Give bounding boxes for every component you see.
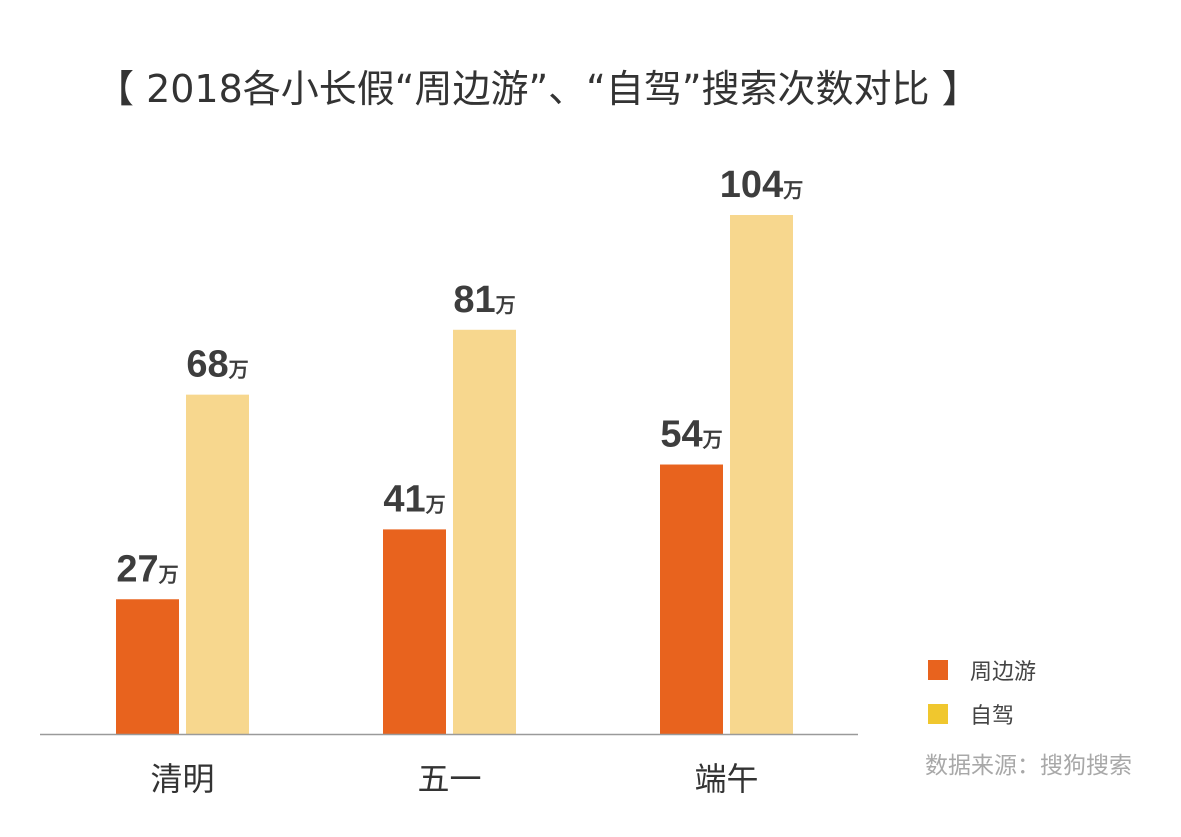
data-label-0-0: 27万 (116, 548, 178, 590)
data-label-1-0: 68万 (186, 344, 248, 386)
bar-0-1 (383, 529, 446, 734)
legend-item-zijia: 自驾 (928, 692, 1036, 736)
legend-label-zhoubianyou: 周边游 (970, 660, 1037, 685)
data-label-1-1: 81万 (453, 279, 515, 321)
legend-swatch-zhoubianyou (928, 660, 948, 680)
chart-legend: 周边游 自驾 (928, 648, 1036, 736)
data-label-1-2: 104万 (720, 164, 803, 206)
bar-1-2 (730, 215, 793, 734)
data-source-note: 数据来源：搜狗搜索 (925, 753, 1132, 779)
category-label-2: 端午 (694, 760, 758, 798)
category-label-1: 五一 (417, 760, 481, 798)
chart-title: 【 2018各小长假“周边游”、“自驾”搜索次数对比 】 (96, 67, 980, 111)
data-label-0-2: 54万 (660, 414, 722, 456)
legend-swatch-zijia (928, 704, 948, 724)
bar-1-0 (186, 394, 249, 734)
bar-0-0 (116, 599, 179, 734)
legend-item-zhoubianyou: 周边游 (928, 648, 1036, 692)
bar-1-1 (453, 329, 516, 734)
data-label-0-1: 41万 (383, 478, 445, 520)
bar-0-2 (660, 464, 723, 734)
category-label-0: 清明 (150, 760, 214, 798)
legend-label-zijia: 自驾 (970, 704, 1015, 729)
